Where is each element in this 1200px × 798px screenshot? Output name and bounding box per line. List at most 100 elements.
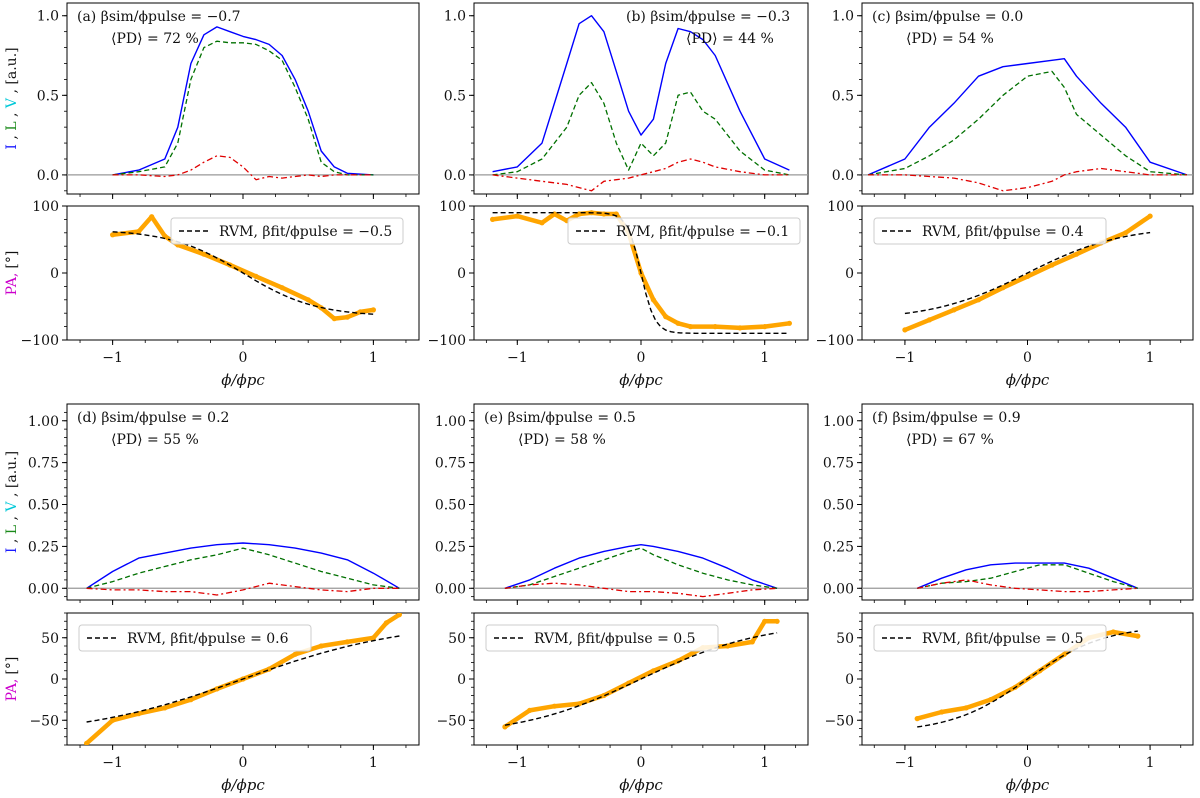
series-line-L [492, 81, 790, 176]
x-tick-label: 1 [369, 350, 378, 366]
y-tick-label: −100 [428, 333, 466, 349]
pa-point [1110, 629, 1116, 635]
series-line-L [112, 40, 374, 176]
y-tick-label: 0.00 [823, 581, 854, 597]
series-line-L [917, 564, 1138, 589]
y-tick-label: 0.25 [823, 539, 854, 555]
pa-point [1000, 285, 1006, 291]
legend-box [170, 217, 404, 245]
series-line-L [867, 70, 1187, 176]
panel-label: (b) βsim/ϕpulse = −0.3 [626, 9, 790, 25]
series-line-I [86, 542, 400, 589]
pa-point [149, 214, 155, 220]
pd-label: ⟨PD⟩ = 67 % [906, 432, 994, 448]
y-tick-label: 1.00 [28, 414, 59, 430]
panel-label: (a) βsim/ϕpulse = −0.7 [77, 9, 241, 25]
profile-y-axis-title: I , L , V , [a.u.] [4, 451, 20, 553]
pa-point [136, 228, 142, 235]
y-tick-label: 1.00 [823, 414, 854, 430]
x-axis-title: ϕ/ϕpc [221, 776, 265, 794]
pa-point [762, 324, 768, 330]
y-tick-label: −50 [436, 713, 466, 729]
pa-point [939, 709, 945, 715]
y-title-part: , [4, 512, 20, 525]
pa-point [576, 211, 582, 217]
y-title-part: , [4, 85, 20, 98]
pa-y-axis-title: PA, [°] [4, 251, 20, 296]
y-tick-label: −50 [824, 713, 854, 729]
series-line-V [492, 158, 790, 192]
y-title-part: I [4, 548, 20, 554]
y-tick-label: 0 [50, 266, 59, 282]
y-title-part: PA, [4, 273, 20, 296]
x-tick-label: 0 [1023, 350, 1032, 366]
pd-label: ⟨PD⟩ = 44 % [686, 31, 774, 47]
pa-point [975, 297, 982, 303]
legend-text: RVM, βfit/ϕpulse = −0.1 [616, 224, 789, 240]
y-tick-label: 0.5 [832, 88, 854, 104]
series-line-I [112, 26, 374, 176]
pa-data-group [902, 213, 1153, 333]
rvm-fit-line [492, 211, 790, 334]
y-tick-label: 50 [836, 631, 854, 647]
pa-point [344, 639, 350, 645]
pa-point [675, 320, 681, 326]
x-tick-label: 0 [239, 350, 248, 366]
y-tick-label: 100 [827, 199, 854, 215]
x-tick-label: 0 [637, 755, 646, 771]
y-title-part: L [4, 121, 20, 130]
rvm-fit-line [86, 635, 400, 723]
series-line-I [867, 58, 1188, 176]
series-line-L [86, 547, 400, 589]
y-tick-label: 0.0 [444, 168, 466, 184]
y-tick-label: 0.0 [832, 168, 854, 184]
panel-label: (e) βsim/ϕpulse = 0.5 [484, 410, 636, 426]
pa-point [396, 613, 402, 618]
pa-point [1135, 633, 1141, 639]
x-tick-label: 0 [239, 755, 248, 771]
legend-text: RVM, βfit/ϕpulse = 0.6 [127, 631, 289, 647]
y-tick-label: 0.5 [444, 88, 466, 104]
pa-point [650, 297, 657, 303]
pa-point [110, 232, 116, 238]
pa-point [539, 220, 545, 226]
pa-point [902, 327, 908, 333]
pa-point [576, 701, 582, 707]
pa-point [650, 668, 657, 674]
pa-point [988, 697, 994, 703]
pa-point [370, 307, 376, 313]
y-tick-label: 0 [457, 266, 466, 282]
y-tick-label: 0.00 [28, 581, 59, 597]
y-tick-label: 0.75 [823, 456, 854, 472]
pd-label: ⟨PD⟩ = 58 % [518, 432, 606, 448]
pa-point [253, 273, 259, 279]
pa-data-group [110, 214, 376, 322]
y-title-part: [a.u.] [4, 47, 20, 84]
y-tick-label: 0.75 [435, 456, 466, 472]
series-line-V [868, 167, 1187, 192]
y-title-part: V [4, 501, 20, 513]
pa-point [1049, 262, 1055, 268]
pa-point [370, 635, 376, 641]
x-tick-label: 0 [1023, 755, 1032, 771]
y-tick-label: 1.0 [832, 9, 854, 25]
pa-point [490, 216, 496, 222]
series-line-I [504, 544, 778, 589]
y-tick-label: 0.50 [823, 498, 854, 514]
y-tick-label: 1.0 [37, 9, 59, 25]
pa-point [601, 692, 607, 699]
y-title-part: I [4, 144, 20, 150]
y-tick-label: 0 [50, 672, 59, 688]
pa-point [762, 618, 768, 624]
y-title-part: , [4, 534, 20, 547]
legend-text: RVM, βfit/ϕpulse = −0.5 [219, 224, 392, 240]
x-axis-title: ϕ/ϕpc [1006, 776, 1050, 794]
y-tick-label: −50 [29, 713, 59, 729]
pa-data-group [84, 613, 402, 745]
x-tick-label: 1 [369, 755, 378, 771]
y-tick-label: 1.00 [435, 414, 466, 430]
pa-point [914, 716, 920, 722]
rvm-fit-line [904, 231, 1151, 315]
series-line-L [504, 547, 778, 589]
pa-point [601, 211, 607, 217]
